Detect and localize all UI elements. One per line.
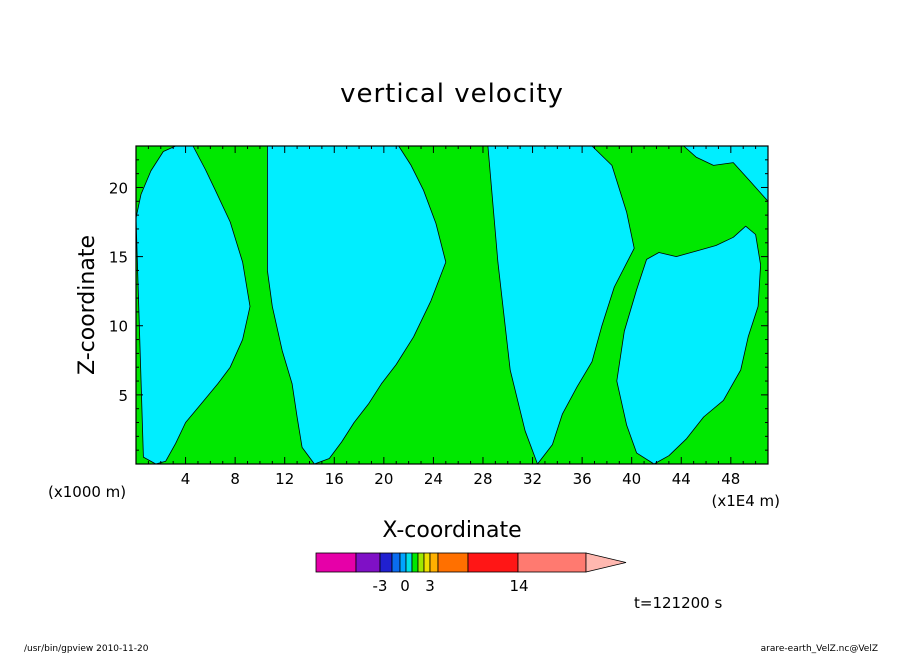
- x-tick-label: 16: [325, 470, 344, 488]
- x-tick-label: 12: [275, 470, 294, 488]
- x-tick-label: 8: [230, 470, 240, 488]
- x-tick-label: 32: [523, 470, 542, 488]
- y-tick-label: 5: [118, 387, 128, 405]
- x-tick-label: 20: [374, 470, 393, 488]
- colorbar-swatch: [405, 552, 413, 573]
- x-tick-label: 40: [622, 470, 641, 488]
- x-tick-label: 36: [573, 470, 592, 488]
- colorbar-swatch: [399, 552, 407, 573]
- footer-left: /usr/bin/gpview 2010-11-20: [24, 644, 149, 654]
- x-axis-ticks: 4 8 12 16 20 24 28 32 36 40 44 48: [147, 146, 757, 488]
- colorbar-swatch: [467, 552, 519, 573]
- colorbar-swatch: [423, 552, 431, 573]
- colorbar-swatch: [517, 552, 587, 573]
- contour-region-cyan-0: [135, 145, 251, 465]
- contour-region-cyan-3: [616, 225, 761, 465]
- footer-right: arare-earth_VelZ.nc@VelZ: [761, 644, 878, 654]
- chart-title: vertical velocity: [340, 79, 564, 109]
- colorbar-labels: -3 0 3 14: [373, 577, 529, 595]
- x-unit-left: (x1000 m): [48, 483, 126, 501]
- colorbar-label: 14: [509, 577, 528, 595]
- colorbar-label: -3: [373, 577, 388, 595]
- x-tick-label: 28: [473, 470, 492, 488]
- colorbar-swatch: [429, 552, 439, 573]
- colorbar-swatch: [391, 552, 401, 573]
- y-axis-ticks: 5 10 15 20: [109, 159, 768, 451]
- colorbar-swatch: [355, 552, 381, 573]
- time-label: t=121200 s: [634, 594, 722, 612]
- colorbar-swatch: [437, 552, 469, 573]
- contour-regions: [135, 145, 769, 465]
- y-axis-label: Z-coordinate: [75, 235, 100, 375]
- x-tick-label: 48: [721, 470, 740, 488]
- plot-frame: [135, 145, 769, 465]
- colorbar-label: 0: [400, 577, 410, 595]
- y-tick-label: 15: [109, 249, 128, 267]
- x-tick-label: 24: [424, 470, 443, 488]
- colorbar: [315, 552, 627, 573]
- colorbar-swatch: [379, 552, 393, 573]
- x-tick-label: 44: [672, 470, 691, 488]
- colorbar-label: 3: [425, 577, 435, 595]
- colorbar-swatch: [315, 552, 357, 573]
- y-tick-label: 10: [109, 318, 128, 336]
- colorbar-triangle: [585, 552, 627, 573]
- y-tick-label: 20: [109, 179, 128, 197]
- colorbar-swatch: [417, 552, 425, 573]
- colorbar-swatch: [411, 552, 419, 573]
- x-axis-label: X-coordinate: [382, 518, 521, 543]
- x-tick-label: 4: [181, 470, 191, 488]
- x-unit-right: (x1E4 m): [711, 492, 780, 510]
